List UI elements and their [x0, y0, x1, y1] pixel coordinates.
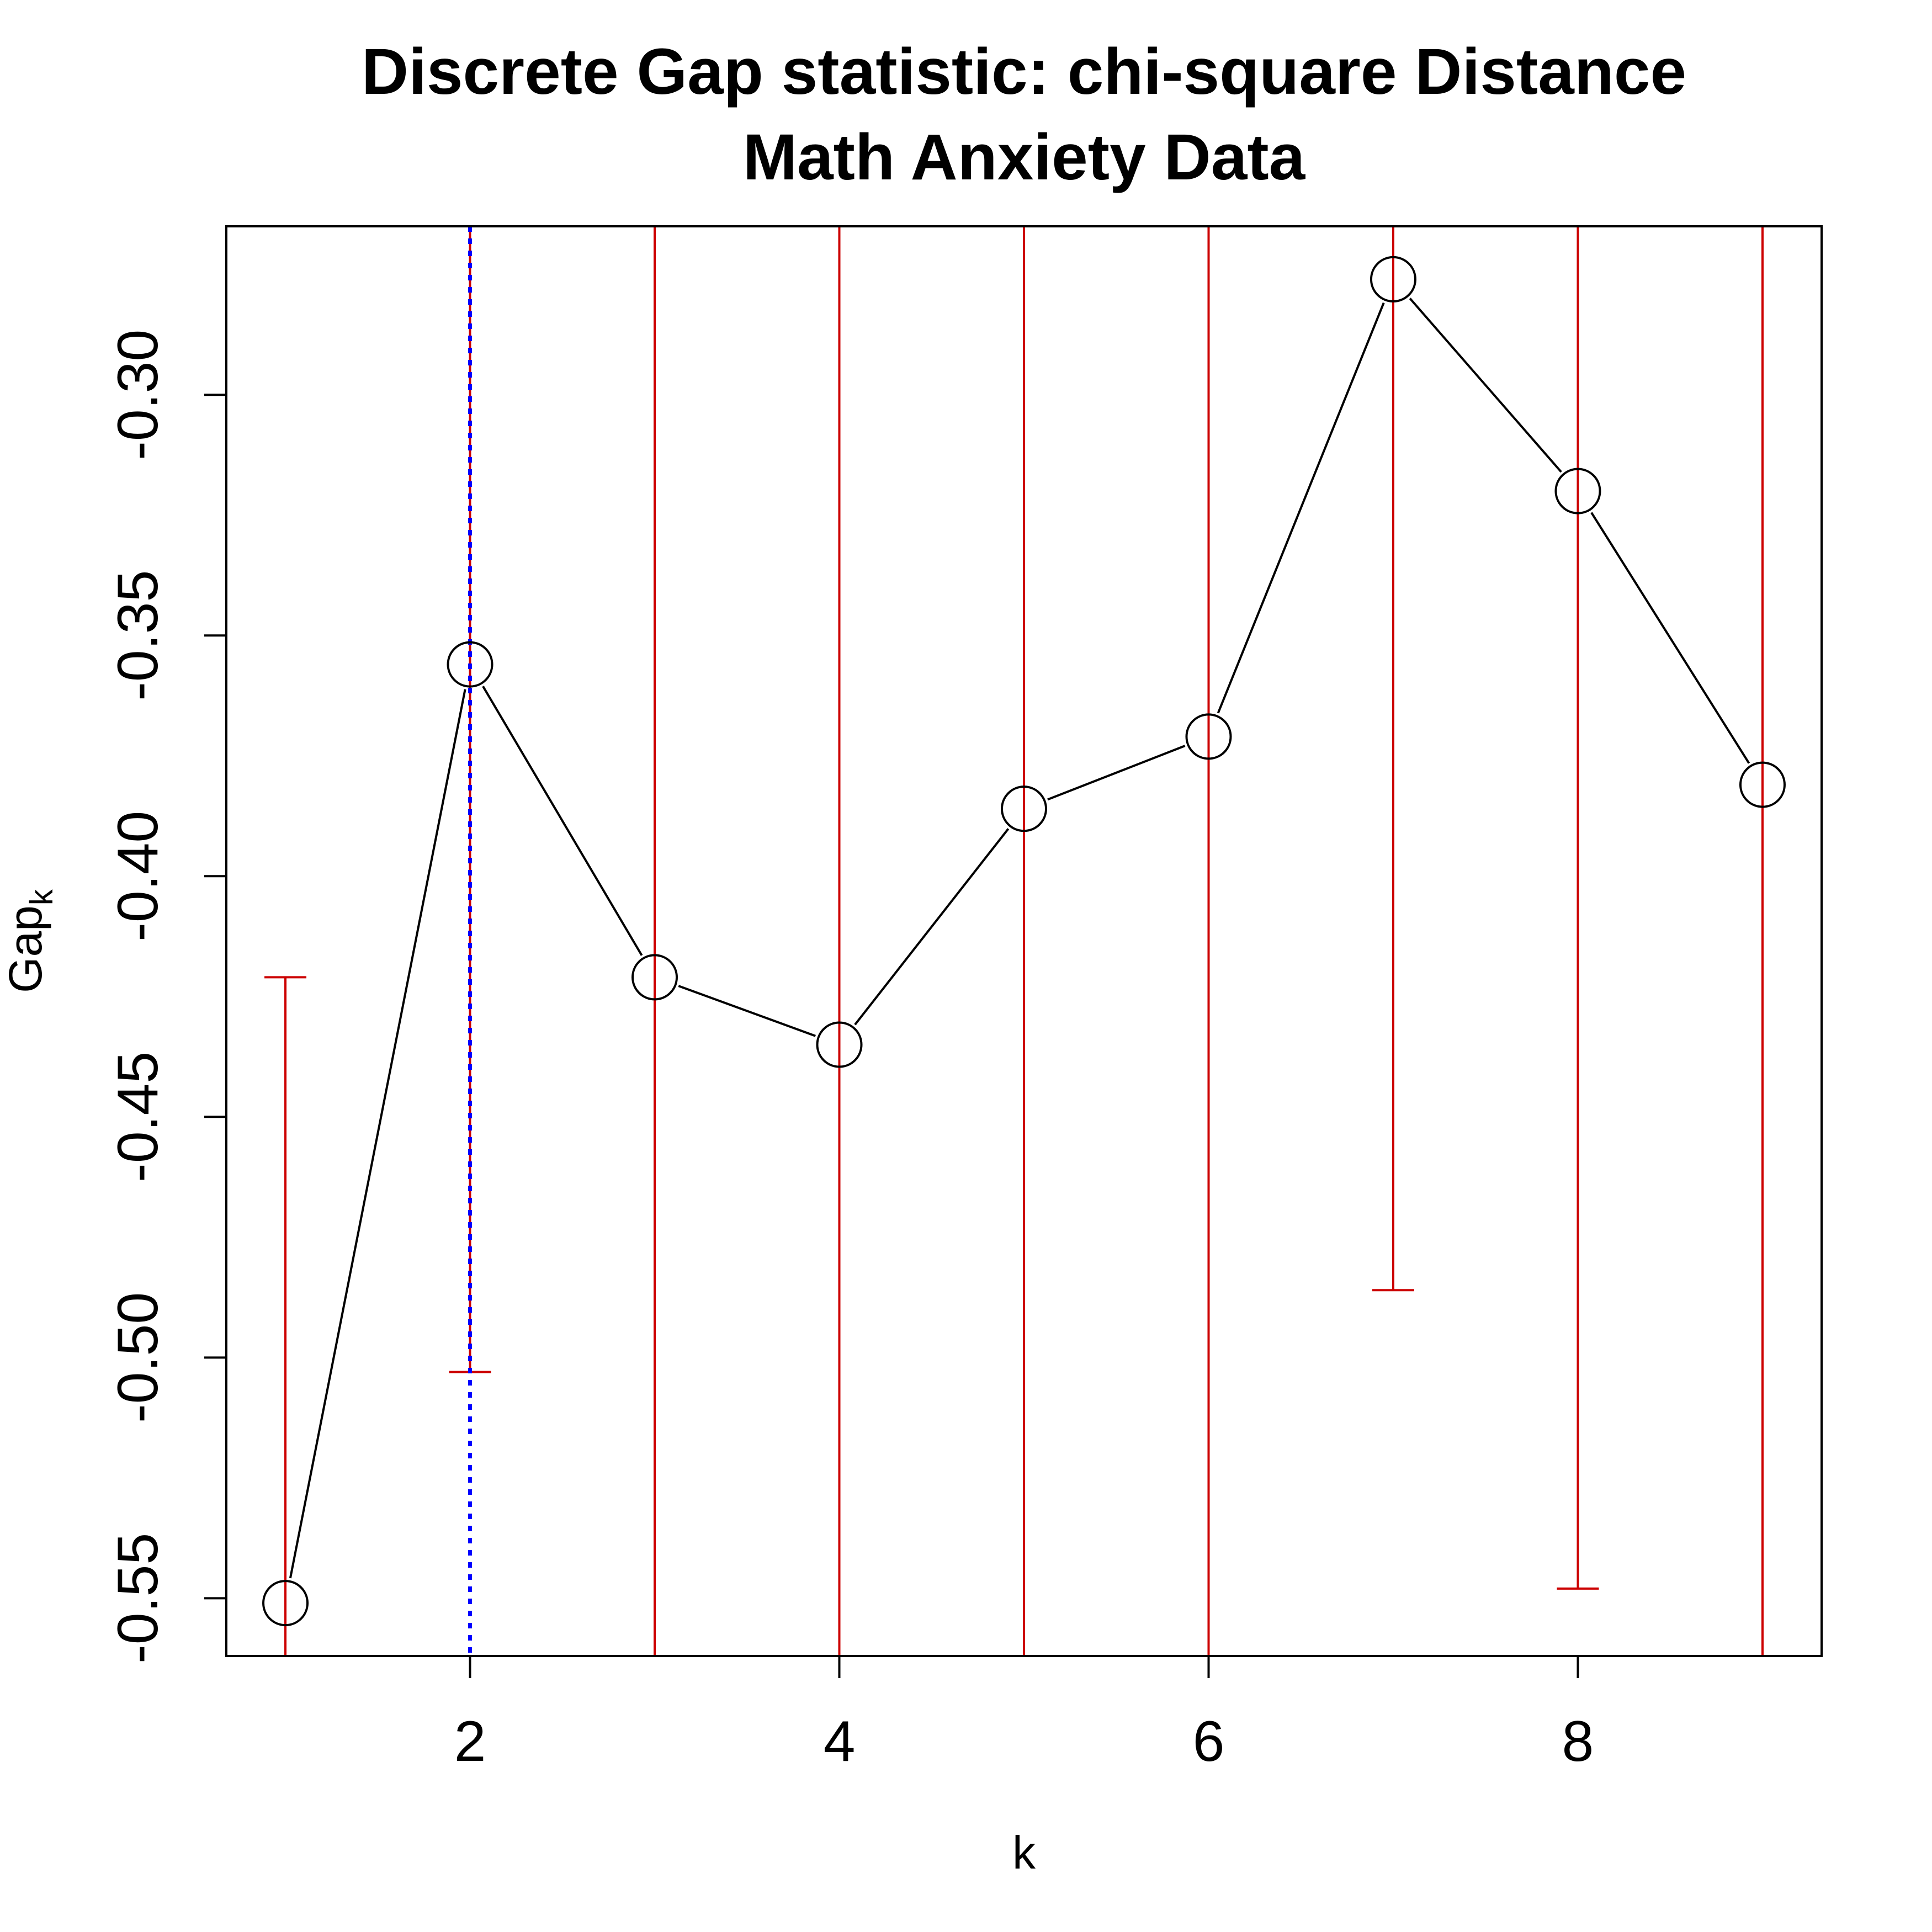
series-segment: [1047, 745, 1186, 801]
series-segment: [482, 686, 643, 956]
y-tick-label: -0.55: [106, 1533, 170, 1664]
plot-frame: [225, 225, 1823, 1657]
data-point: [447, 641, 493, 688]
y-axis-label-main: Gap: [0, 905, 51, 993]
data-point: [1739, 761, 1786, 808]
y-tick-label: -0.40: [106, 811, 170, 942]
y-tick-label: -0.45: [106, 1052, 170, 1182]
y-tick-label: -0.50: [106, 1292, 170, 1423]
chart-subtitle: Math Anxiety Data: [743, 121, 1306, 194]
data-point: [1185, 713, 1232, 760]
data-point: [1370, 256, 1416, 302]
gap-series-line: [289, 298, 1750, 1579]
error-bars: [264, 226, 1764, 1656]
x-axis: 2 4 6 8: [454, 1656, 1594, 1774]
y-axis-label: Gapk: [0, 889, 60, 993]
y-axis: -0.55 -0.50 -0.45 -0.40 -0.35 -0.30: [106, 330, 226, 1664]
series-segment: [1217, 302, 1385, 714]
y-tick-label: -0.35: [106, 570, 170, 701]
x-tick-label: 4: [824, 1710, 856, 1774]
x-axis-label: k: [1012, 1827, 1036, 1878]
series-segment: [289, 689, 466, 1579]
y-tick-label: -0.30: [106, 330, 170, 460]
data-point: [1001, 785, 1047, 832]
data-point: [262, 1580, 309, 1627]
x-tick-label: 8: [1562, 1710, 1594, 1774]
gap-points: [262, 256, 1786, 1627]
chart-title: Discrete Gap statistic: chi-square Dista…: [362, 35, 1686, 108]
x-tick-label: 6: [1193, 1710, 1225, 1774]
data-point: [1554, 468, 1601, 514]
series-segment: [854, 828, 1010, 1026]
data-point: [816, 1021, 863, 1068]
x-tick-label: 2: [454, 1710, 486, 1774]
series-segment: [1590, 512, 1750, 764]
y-axis-label-subscript: k: [24, 889, 60, 905]
series-segment: [1409, 298, 1562, 473]
series-segment: [678, 985, 816, 1037]
data-point: [631, 954, 678, 1001]
